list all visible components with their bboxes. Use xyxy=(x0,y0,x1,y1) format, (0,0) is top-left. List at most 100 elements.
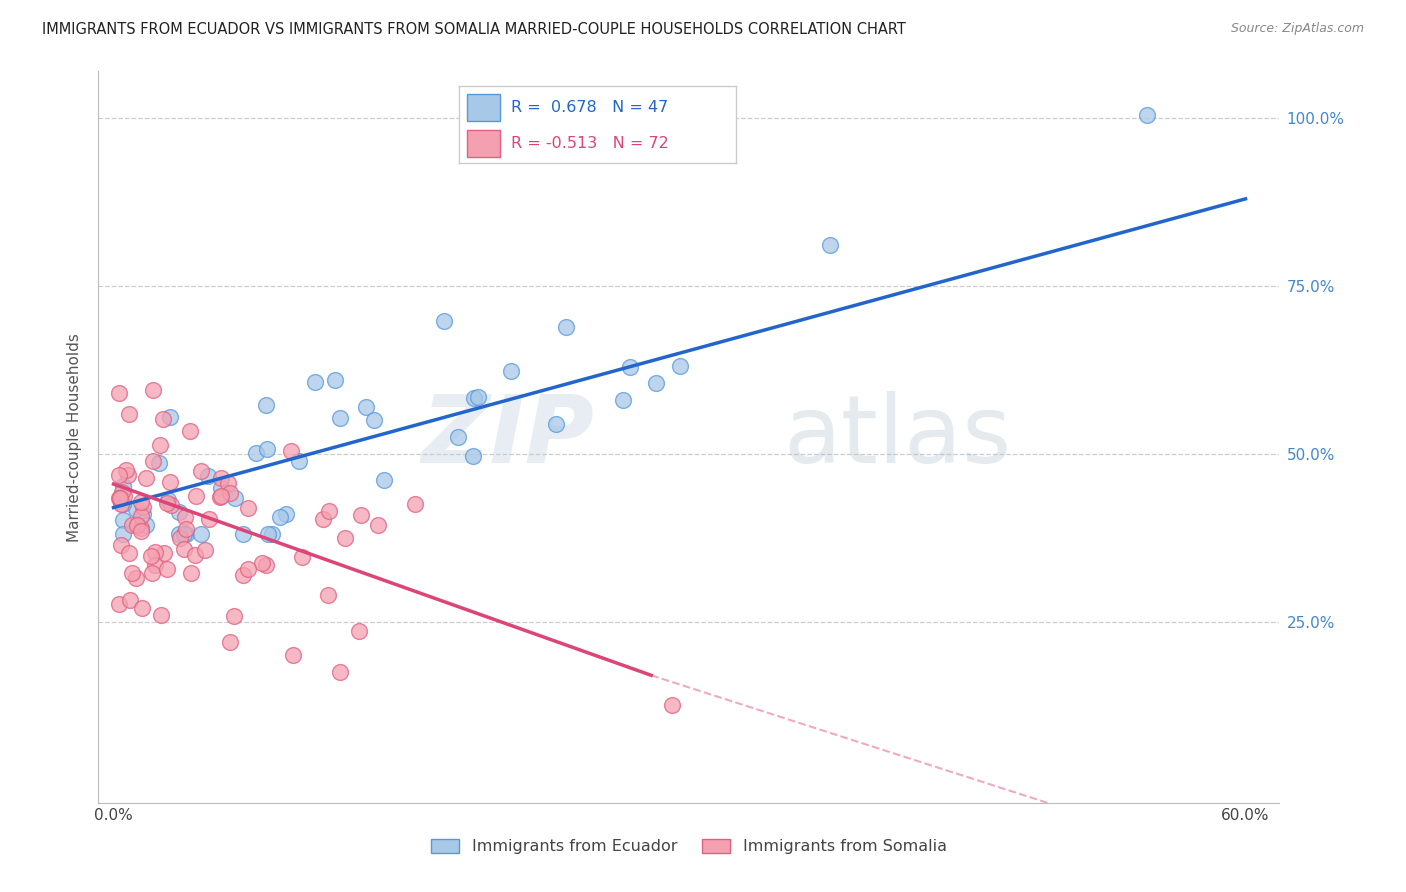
Point xyxy=(156,496,179,510)
Point xyxy=(250,556,273,570)
Point xyxy=(256,442,278,456)
Point xyxy=(447,429,470,443)
Point xyxy=(354,400,377,414)
Point xyxy=(132,507,155,521)
Point xyxy=(131,601,153,615)
Point xyxy=(141,566,163,581)
Point xyxy=(190,464,212,478)
Point xyxy=(117,468,139,483)
Point xyxy=(245,445,267,459)
Point xyxy=(291,550,314,565)
Point xyxy=(208,491,231,505)
Point xyxy=(167,505,190,519)
Point xyxy=(159,409,181,424)
Point xyxy=(323,373,346,387)
Point xyxy=(287,454,309,468)
Point xyxy=(329,665,352,679)
Point xyxy=(111,497,134,511)
Point xyxy=(404,497,426,511)
Point xyxy=(461,450,484,464)
Point xyxy=(555,320,578,334)
Point xyxy=(197,469,219,483)
Point xyxy=(167,527,190,541)
Point xyxy=(135,518,157,533)
Point xyxy=(139,549,162,563)
Point xyxy=(347,624,370,639)
Point xyxy=(257,527,280,541)
Text: Source: ZipAtlas.com: Source: ZipAtlas.com xyxy=(1230,22,1364,36)
Point xyxy=(156,493,179,508)
Point xyxy=(209,481,232,495)
Point xyxy=(619,359,641,374)
Point xyxy=(125,571,148,585)
Point xyxy=(174,522,197,536)
Point xyxy=(108,491,131,505)
Point xyxy=(467,391,489,405)
Point xyxy=(254,558,277,572)
Point xyxy=(238,501,260,516)
Point xyxy=(373,473,395,487)
Point xyxy=(219,634,242,648)
Y-axis label: Married-couple Households: Married-couple Households xyxy=(67,333,83,541)
Point xyxy=(820,238,842,252)
Point xyxy=(363,413,385,427)
Point xyxy=(108,598,131,612)
Point xyxy=(367,517,389,532)
Point xyxy=(236,561,259,575)
Point xyxy=(645,376,668,390)
Text: atlas: atlas xyxy=(783,391,1012,483)
Point xyxy=(176,527,198,541)
Point xyxy=(108,468,131,483)
Point xyxy=(499,364,522,378)
Point xyxy=(149,437,172,451)
Point xyxy=(132,500,155,514)
Point xyxy=(198,512,221,526)
Point xyxy=(129,509,152,524)
Point xyxy=(143,558,166,572)
Point xyxy=(121,566,143,580)
Point xyxy=(350,508,373,523)
Point xyxy=(152,411,174,425)
Point xyxy=(612,392,634,407)
Point xyxy=(219,485,242,500)
Point xyxy=(274,507,297,521)
Point xyxy=(232,527,254,541)
Point xyxy=(112,489,135,503)
Point xyxy=(316,589,339,603)
Text: IMMIGRANTS FROM ECUADOR VS IMMIGRANTS FROM SOMALIA MARRIED-COUPLE HOUSEHOLDS COR: IMMIGRANTS FROM ECUADOR VS IMMIGRANTS FR… xyxy=(42,22,905,37)
Point xyxy=(149,607,172,622)
Point xyxy=(463,392,485,406)
Point xyxy=(194,542,217,557)
Point xyxy=(335,531,357,545)
Point xyxy=(135,470,157,484)
Point xyxy=(120,592,142,607)
Legend: Immigrants from Ecuador, Immigrants from Somalia: Immigrants from Ecuador, Immigrants from… xyxy=(425,832,953,861)
Point xyxy=(125,502,148,516)
Point xyxy=(173,541,195,556)
Point xyxy=(169,532,191,546)
Point xyxy=(184,489,207,503)
Point xyxy=(111,527,134,541)
Point xyxy=(184,548,207,562)
Point xyxy=(281,648,304,662)
Point xyxy=(1136,108,1159,122)
Point xyxy=(433,314,456,328)
Point xyxy=(224,491,246,505)
Point xyxy=(668,359,690,373)
Point xyxy=(152,546,174,560)
Point xyxy=(217,476,239,491)
Point xyxy=(114,463,136,477)
Point xyxy=(121,518,143,533)
Point xyxy=(222,608,245,623)
Point xyxy=(118,407,141,421)
Point xyxy=(110,497,132,511)
Point xyxy=(142,384,165,398)
Point xyxy=(148,456,170,470)
Point xyxy=(260,527,283,541)
Point xyxy=(173,510,195,524)
Point xyxy=(118,546,141,560)
Point xyxy=(108,491,131,505)
Point xyxy=(179,425,201,439)
Point xyxy=(190,527,212,541)
Point xyxy=(111,513,134,527)
